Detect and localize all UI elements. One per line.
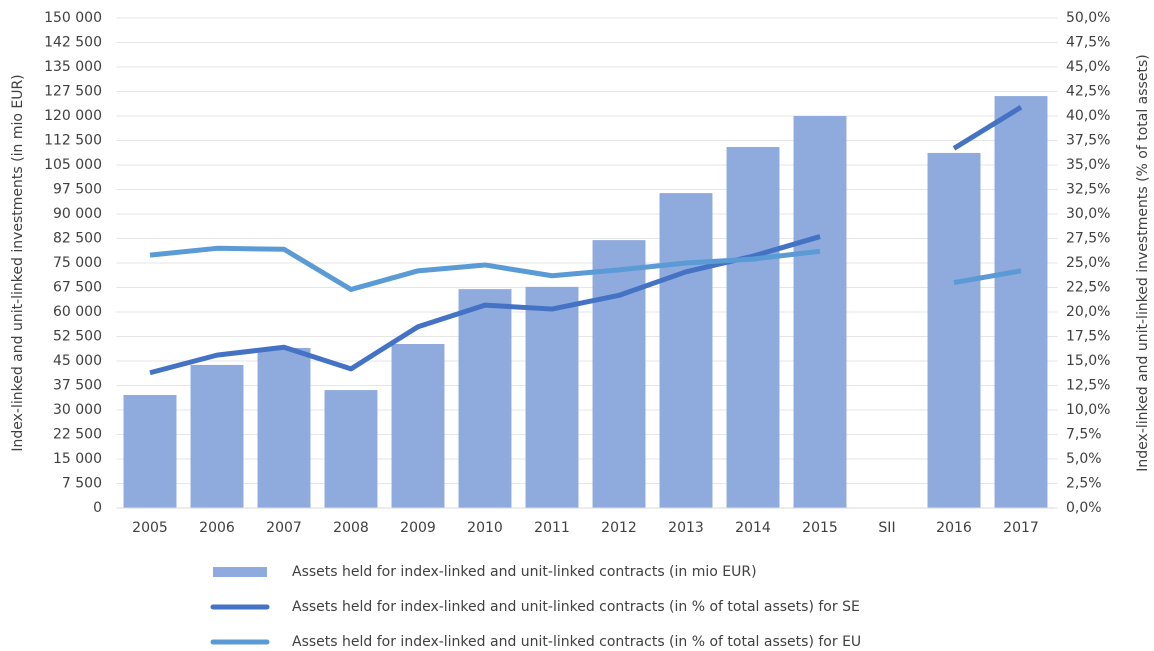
legend-swatch — [213, 567, 267, 577]
y2-tick-label: 15,0% — [1066, 353, 1110, 369]
legend-label: Assets held for index-linked and unit-li… — [292, 634, 861, 650]
y2-tick-label: 47,5% — [1066, 35, 1110, 51]
y2-axis-title: Index-linked and unit-linked investments… — [1135, 54, 1151, 471]
bar — [659, 193, 713, 509]
line — [149, 234, 821, 376]
y2-tick-label: 35,0% — [1066, 157, 1110, 173]
y-tick-label: 67 500 — [53, 280, 102, 296]
y-tick-label: 37 500 — [53, 378, 102, 394]
y-tick-label: 82 500 — [53, 231, 102, 247]
x-tick-label: 2013 — [668, 520, 704, 536]
bar — [726, 147, 780, 509]
y-tick-label: 15 000 — [53, 451, 102, 467]
line — [149, 245, 821, 292]
y-axis-title: Index-linked and unit-linked investments… — [10, 74, 26, 451]
y-tick-label: 150 000 — [44, 10, 102, 26]
y-tick-label: 97 500 — [53, 182, 102, 198]
y2-tick-label: 12,5% — [1066, 378, 1110, 394]
y-tick-label: 120 000 — [44, 108, 102, 124]
bar — [592, 240, 646, 508]
y-tick-label: 52 500 — [53, 329, 102, 345]
y2-tick-label: 0,0% — [1066, 500, 1102, 516]
y-tick-label: 22 500 — [53, 427, 102, 443]
y2-tick-label: 22,5% — [1066, 280, 1110, 296]
bar — [257, 347, 311, 508]
y-tick-label: 127 500 — [44, 84, 102, 100]
y-tick-label: 112 500 — [44, 133, 102, 149]
y2-tick-label: 45,0% — [1066, 59, 1110, 75]
x-tick-label: 2017 — [1003, 520, 1039, 536]
y2-tick-label: 37,5% — [1066, 133, 1110, 149]
bar — [391, 344, 445, 508]
y2-tick-label: 27,5% — [1066, 231, 1110, 247]
x-tick-label: 2009 — [400, 520, 436, 536]
y-tick-label: 90 000 — [53, 206, 102, 222]
x-tick-label: 2006 — [199, 520, 235, 536]
y-tick-label: 45 000 — [53, 353, 102, 369]
bar — [458, 289, 512, 508]
y2-tick-label: 25,0% — [1066, 255, 1110, 271]
y-tick-label: 0 — [93, 500, 102, 516]
y2-tick-label: 32,5% — [1066, 182, 1110, 198]
y2-tick-label: 30,0% — [1066, 206, 1110, 222]
bar — [927, 152, 981, 508]
bar — [994, 96, 1048, 508]
y2-tick-label: 5,0% — [1066, 451, 1102, 467]
x-tick-label: 2005 — [132, 520, 168, 536]
y2-tick-label: 7,5% — [1066, 427, 1102, 443]
bar — [324, 390, 378, 508]
y2-tick-label: 42,5% — [1066, 84, 1110, 100]
x-tick-label: 2007 — [266, 520, 302, 536]
x-tick-label: 2014 — [735, 520, 771, 536]
y-tick-label: 75 000 — [53, 255, 102, 271]
y-tick-label: 142 500 — [44, 35, 102, 51]
y-tick-label: 135 000 — [44, 59, 102, 75]
legend-label: Assets held for index-linked and unit-li… — [292, 564, 757, 580]
bar — [793, 116, 847, 508]
y2-tick-label: 2,5% — [1066, 476, 1102, 492]
bar — [123, 394, 177, 508]
y-tick-label: 105 000 — [44, 157, 102, 173]
x-tick-label: 2016 — [936, 520, 972, 536]
y2-tick-label: 50,0% — [1066, 10, 1110, 26]
x-tick-label: 2008 — [333, 520, 369, 536]
x-tick-label: 2010 — [467, 520, 503, 536]
x-tick-label: 2012 — [601, 520, 637, 536]
legend-label: Assets held for index-linked and unit-li… — [292, 599, 860, 615]
y2-tick-label: 10,0% — [1066, 402, 1110, 418]
y-tick-label: 7 500 — [62, 476, 102, 492]
y2-tick-label: 17,5% — [1066, 329, 1110, 345]
y-tick-label: 30 000 — [53, 402, 102, 418]
x-tick-label: 2011 — [534, 520, 570, 536]
line — [953, 268, 1022, 286]
y2-tick-label: 40,0% — [1066, 108, 1110, 124]
x-tick-label: SII — [878, 520, 895, 536]
y2-tick-label: 20,0% — [1066, 304, 1110, 320]
bar — [190, 364, 244, 508]
y-tick-label: 60 000 — [53, 304, 102, 320]
line — [952, 105, 1023, 151]
bar — [525, 286, 579, 508]
x-tick-label: 2015 — [802, 520, 838, 536]
